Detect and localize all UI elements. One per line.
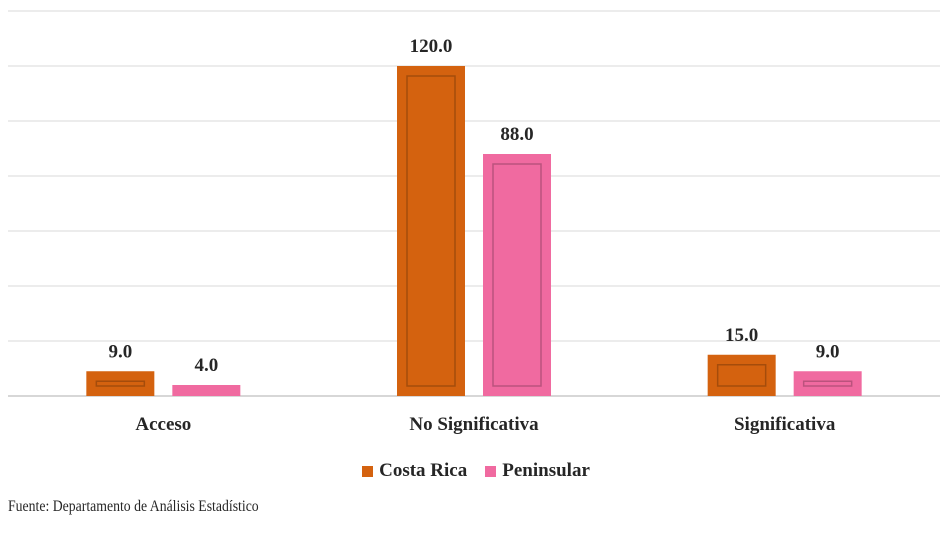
x-tick-label: No Significativa — [409, 414, 539, 435]
bar-peninsular-0 — [172, 385, 241, 396]
legend-item-costa-rica: Costa Rica — [362, 460, 467, 482]
legend-swatch-costa-rica — [362, 465, 374, 477]
legend-item-peninsular: Peninsular — [485, 460, 590, 482]
bar-bevel — [492, 163, 542, 387]
data-label: 9.0 — [816, 341, 840, 362]
legend-label-peninsular: Peninsular — [502, 460, 590, 481]
legend-label-costa-rica: Costa Rica — [379, 460, 468, 481]
source-note: Fuente: Departamento de Análisis Estadís… — [8, 498, 259, 515]
bar-costa-rica-1 — [397, 66, 465, 396]
bar-bevel — [802, 380, 853, 387]
bar-costa-rica-0 — [86, 371, 155, 396]
data-label: 4.0 — [194, 355, 218, 376]
bar-peninsular-2 — [793, 371, 862, 396]
data-label: 15.0 — [725, 325, 758, 346]
bar-chart: 9.0 4.0 Acceso 120.0 88.0 No Significativa 15.… — [8, 10, 940, 435]
x-tick-label: Significativa — [734, 414, 836, 435]
bar-peninsular-1 — [483, 154, 551, 396]
data-label: 88.0 — [500, 124, 533, 145]
bar-bevel — [716, 364, 767, 387]
data-label: 120.0 — [410, 36, 453, 57]
bar-bevel — [95, 380, 146, 387]
bar-costa-rica-2 — [707, 354, 776, 396]
chart-legend: Costa Rica Peninsular — [0, 460, 952, 482]
x-tick-label: Acceso — [135, 414, 191, 435]
bar-bevel — [406, 75, 456, 387]
data-label: 9.0 — [108, 341, 132, 362]
legend-swatch-peninsular — [485, 465, 497, 477]
